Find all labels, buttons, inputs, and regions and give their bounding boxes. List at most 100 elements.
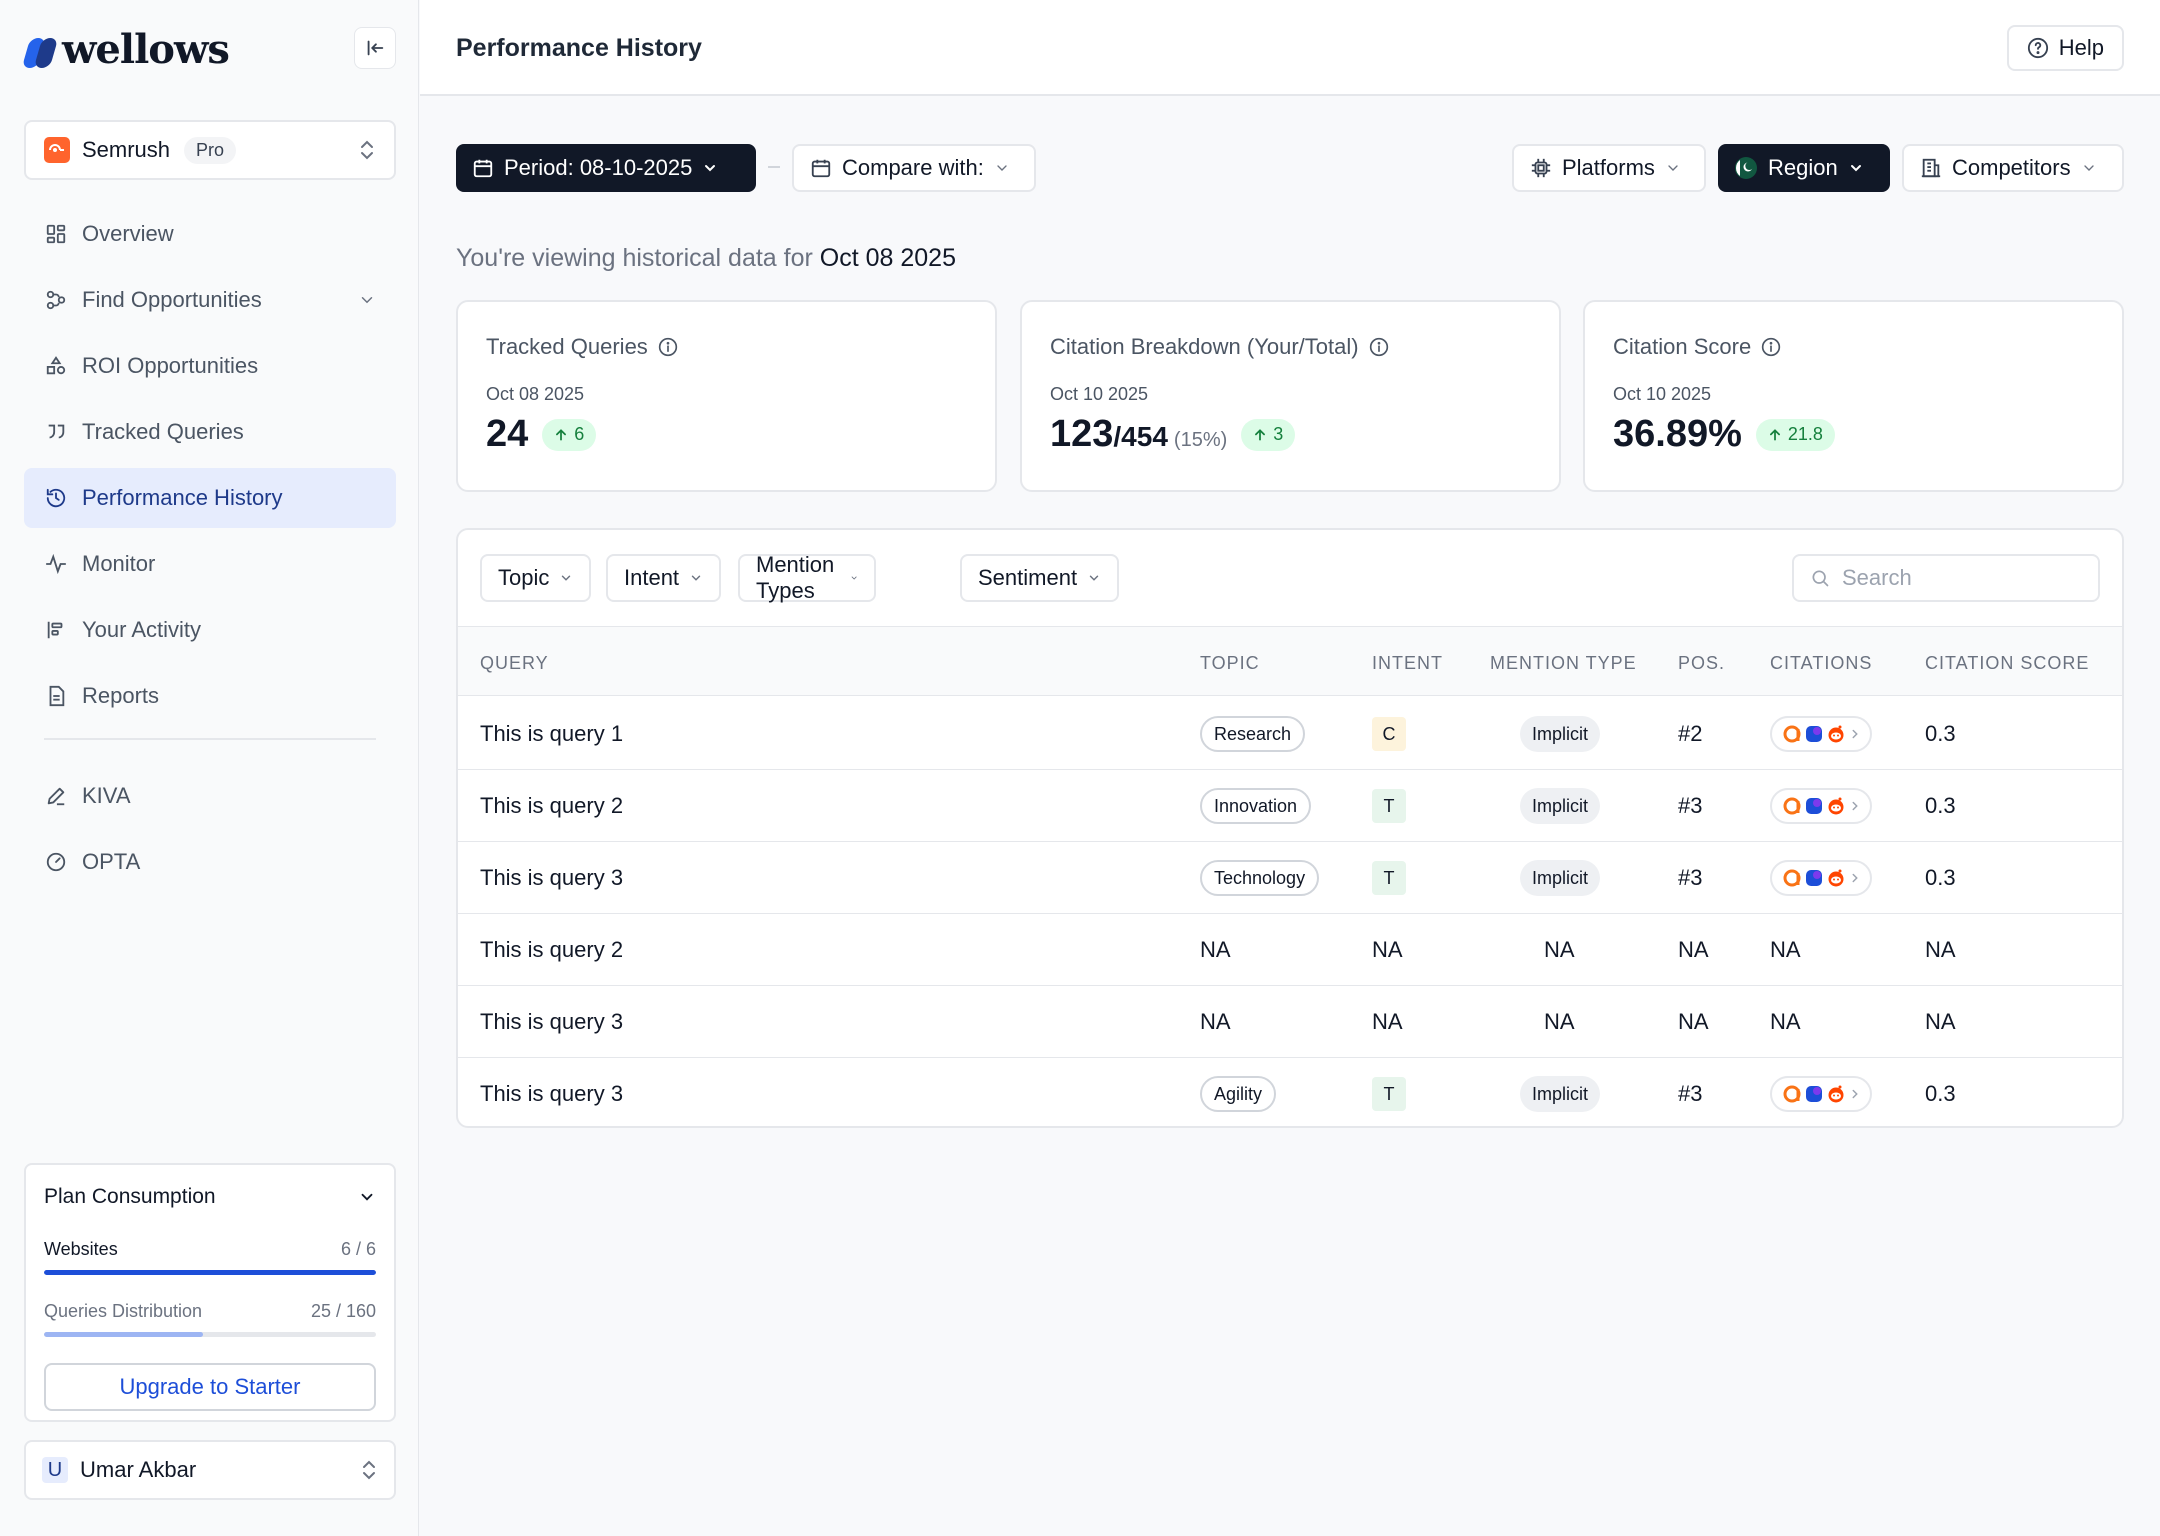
upgrade-button[interactable]: Upgrade to Starter (44, 1363, 376, 1411)
delta-value: 3 (1273, 424, 1284, 444)
queries-table-card: Topic Intent Mention Types Sentiment QUE… (456, 528, 2124, 1128)
pen-icon (44, 784, 68, 808)
sidebar-item-overview[interactable]: Overview (24, 204, 396, 264)
compare-label: Compare with: (842, 155, 984, 180)
sidebar-item-label: Overview (82, 221, 174, 246)
arrow-up-icon (1255, 428, 1266, 441)
platforms-dropdown[interactable]: Platforms (1512, 144, 1706, 192)
mention-type-badge: Implicit (1520, 788, 1601, 824)
sidebar-item-reports[interactable]: Reports (24, 666, 396, 726)
topic-tag[interactable]: Research (1200, 716, 1306, 752)
mention-type-cell: NA (1544, 937, 1575, 962)
help-label: Help (2058, 35, 2104, 60)
chevron-right-icon (1852, 801, 1858, 811)
historical-prefix: You're viewing historical data for (456, 244, 813, 272)
sidebar-item-tracked-queries[interactable]: Tracked Queries (24, 402, 396, 462)
citations-preview[interactable] (1770, 860, 1872, 896)
info-icon[interactable] (658, 337, 678, 357)
amazon-icon (1783, 725, 1801, 743)
topic-tag[interactable]: Technology (1200, 860, 1320, 896)
user-menu[interactable]: U Umar Akbar (24, 1440, 396, 1500)
position-cell: #3 (1678, 865, 1703, 890)
mention-types-filter[interactable]: Mention Types (738, 552, 877, 603)
blue-brand-icon (1806, 870, 1822, 886)
calendar-icon (811, 159, 831, 178)
compare-dropdown[interactable]: Compare with: (792, 144, 1036, 192)
citations-cell: NA (1770, 937, 1801, 962)
table-row[interactable]: This is query 3 Agility T Implicit #3 0.3 (458, 1058, 2122, 1126)
topic-filter[interactable]: Topic (480, 554, 592, 602)
sidebar-item-kiva[interactable]: KIVA (24, 766, 396, 826)
brand-logo[interactable]: wellows (21, 26, 230, 73)
sidebar-item-label: Your Activity (82, 617, 202, 642)
chevron-down-icon (851, 576, 857, 580)
topic-tag[interactable]: Agility (1200, 1076, 1277, 1112)
card-value: 36.89% (1613, 413, 1742, 455)
sidebar-item-performance-history[interactable]: Performance History (24, 468, 396, 528)
column-header-mention-type[interactable]: MENTION TYPE (1490, 653, 1637, 673)
column-header-topic[interactable]: TOPIC (1200, 653, 1260, 673)
mention-type-badge: Implicit (1520, 860, 1601, 896)
citations-preview[interactable] (1770, 1076, 1872, 1112)
column-header-intent[interactable]: INTENT (1372, 653, 1443, 673)
sidebar-item-your-activity[interactable]: Your Activity (24, 600, 396, 660)
card-value: 24 (486, 413, 529, 455)
column-header-position[interactable]: POS. (1678, 653, 1726, 673)
position-cell: #2 (1678, 721, 1703, 746)
building-icon (1921, 158, 1941, 178)
sidebar-nav: Overview Find Opportunities ROI Opportun… (24, 204, 396, 898)
chip-icon (1531, 158, 1551, 178)
citation-score-cell: NA (1925, 1009, 1956, 1034)
table-row[interactable]: This is query 3 Technology T Implicit #3 0.3 (458, 842, 2122, 914)
column-header-citation-score[interactable]: CITATION SCORE (1925, 653, 2090, 673)
citation-breakdown-card: Citation Breakdown (Your/Total) Oct 10 2… (1020, 300, 1561, 492)
quote-icon (44, 420, 68, 444)
pulse-icon (44, 552, 68, 576)
table-row[interactable]: This is query 1 Research C Implicit #2 0.3 (458, 698, 2122, 770)
sidebar-item-find-opportunities[interactable]: Find Opportunities (24, 270, 396, 330)
column-header-query[interactable]: QUERY (480, 653, 549, 673)
competitors-dropdown[interactable]: Competitors (1902, 144, 2124, 192)
websites-label: Websites (44, 1239, 118, 1259)
chevron-down-icon (705, 165, 716, 172)
tracked-queries-card: Tracked Queries Oct 08 2025 24 6 (456, 300, 997, 492)
card-date: Oct 08 2025 (486, 384, 585, 404)
sidebar-item-opta[interactable]: OPTA (24, 832, 396, 892)
chevron-down-icon (997, 165, 1007, 171)
grid-icon (44, 222, 68, 246)
citation-score-cell: NA (1925, 937, 1956, 962)
citations-preview[interactable] (1770, 716, 1872, 752)
sentiment-filter[interactable]: Sentiment (960, 554, 1120, 602)
sidebar-item-roi-opportunities[interactable]: ROI Opportunities (24, 336, 396, 396)
arrow-up-icon (1769, 428, 1780, 441)
region-dropdown[interactable]: Region (1718, 144, 1890, 192)
workspace-switcher[interactable]: Semrush Pro (24, 120, 396, 180)
websites-count: 6 / 6 (340, 1239, 376, 1259)
intent-filter[interactable]: Intent (606, 554, 722, 602)
topic-tag[interactable]: Innovation (1200, 788, 1312, 824)
table-row[interactable]: This is query 2 NA NA NA NA NA NA (458, 914, 2122, 986)
info-icon[interactable] (1369, 337, 1389, 357)
help-circle-icon (2027, 37, 2048, 59)
chevron-up-down-icon (363, 1460, 375, 1480)
help-button[interactable]: Help (2006, 25, 2124, 71)
collapse-sidebar-button[interactable] (354, 27, 396, 69)
table-row[interactable]: This is query 3 NA NA NA NA NA NA (458, 986, 2122, 1058)
period-dropdown[interactable]: Period: 08-10-2025 (456, 144, 756, 192)
gauge-icon (44, 850, 68, 874)
column-header-citations[interactable]: CITATIONS (1770, 653, 1873, 673)
search-box[interactable] (1792, 554, 2100, 602)
history-icon (44, 486, 68, 510)
sidebar-item-monitor[interactable]: Monitor (24, 534, 396, 594)
query-cell: This is query 3 (480, 1081, 624, 1106)
info-icon[interactable] (1761, 337, 1781, 357)
plan-badge: Pro (184, 136, 237, 164)
plan-consumption-toggle[interactable]: Plan Consumption (44, 1185, 376, 1209)
citations-preview[interactable] (1770, 788, 1872, 824)
search-input[interactable] (1842, 565, 2082, 591)
table-row[interactable]: This is query 2 Innovation T Implicit #3 0.3 (458, 770, 2122, 842)
chevron-up-down-icon (361, 140, 373, 160)
sidebar-item-label: Tracked Queries (82, 419, 244, 444)
delta-value: 21.8 (1787, 424, 1823, 444)
citation-score-cell: 0.3 (1925, 1081, 1956, 1106)
